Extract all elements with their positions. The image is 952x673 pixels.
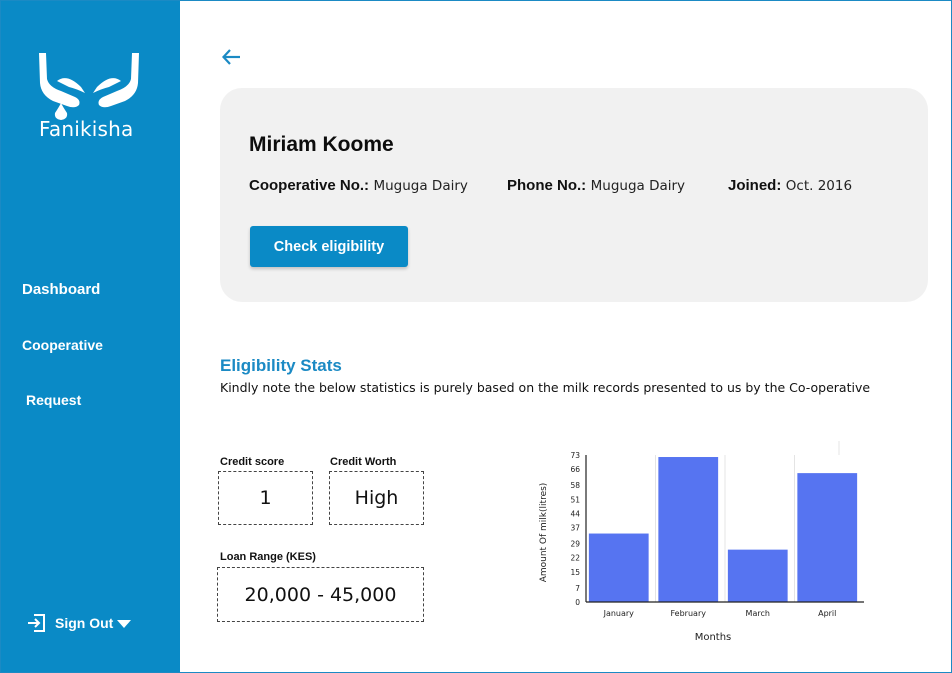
joined-label: Joined: (728, 177, 782, 194)
credit-worth-value: High (329, 471, 424, 525)
cooperative-value: Muguga Dairy (373, 178, 468, 194)
chart-bar-january (588, 533, 649, 602)
eligibility-note: Kindly note the below statistics is pure… (220, 380, 871, 395)
chart-x-axis-label: Months (695, 632, 732, 643)
chart-x-tick-label: February (671, 609, 707, 618)
sidebar-item-request[interactable]: Request (26, 392, 82, 408)
chart-y-tick-label: 51 (570, 495, 580, 504)
chart-x-tick-label: March (746, 609, 770, 618)
joined-info: Joined: Oct. 2016 (728, 177, 852, 194)
chart-y-tick-label: 66 (570, 465, 580, 474)
chart-y-tick-label: 29 (570, 540, 580, 549)
chart-y-tick-label: 15 (570, 568, 580, 577)
member-name: Miriam Koome (249, 133, 394, 156)
chart-bar-march (727, 549, 788, 602)
loan-range-label: Loan Range (KES) (220, 551, 316, 563)
loan-range-value: 20,000 - 45,000 (217, 567, 424, 622)
sign-out-icon (28, 614, 45, 632)
sidebar-item-cooperative[interactable]: Cooperative (22, 337, 103, 353)
chart-y-tick-label: 37 (570, 523, 580, 532)
credit-worth-label: Credit Worth (330, 456, 397, 468)
sign-out-label: Sign Out (55, 615, 114, 631)
chart-x-tick-label: April (818, 609, 836, 618)
hands-logo-icon (39, 53, 139, 120)
chart-y-tick-label: 58 (570, 481, 580, 490)
credit-score-label: Credit score (220, 456, 285, 468)
joined-value: Oct. 2016 (785, 178, 853, 194)
check-eligibility-button[interactable]: Check eligibility (250, 226, 408, 267)
milk-records-chart: 0 7 15 22 29 37 44 51 58 66 73 January February March… (539, 441, 864, 643)
chart-bar-february (658, 457, 719, 602)
credit-score-value: 1 (218, 471, 313, 525)
cooperative-label: Cooperative No.: (249, 177, 370, 194)
app-logo-text: Fanikisha (39, 117, 134, 141)
chart-y-tick-label: 73 (570, 451, 580, 460)
phone-value: Muguga Dairy (590, 178, 686, 194)
phone-info: Phone No.: Muguga Dairy (507, 177, 685, 194)
sidebar: Fanikisha Dashboard Cooperative Request … (1, 1, 180, 672)
chart-y-tick-label: 44 (570, 509, 580, 518)
sidebar-item-dashboard[interactable]: Dashboard (22, 281, 101, 298)
back-arrow-icon[interactable] (220, 45, 244, 69)
member-profile-card: Miriam Koome Cooperative No.: Muguga Dai… (220, 88, 928, 302)
chart-x-tick-label: January (603, 609, 635, 618)
chart-y-axis-label: Amount Of milk(litres) (539, 483, 549, 583)
chart-y-tick-label: 0 (575, 598, 580, 607)
eligibility-title: Eligibility Stats (220, 356, 342, 375)
chart-bar-april (797, 473, 858, 602)
phone-label: Phone No.: (507, 177, 587, 194)
chart-y-tick-label: 7 (575, 584, 580, 593)
chevron-down-icon[interactable] (117, 620, 132, 628)
cooperative-info: Cooperative No.: Muguga Dairy (249, 177, 468, 194)
sign-out-button[interactable]: Sign Out (27, 613, 132, 633)
chart-y-tick-label: 22 (570, 554, 580, 563)
